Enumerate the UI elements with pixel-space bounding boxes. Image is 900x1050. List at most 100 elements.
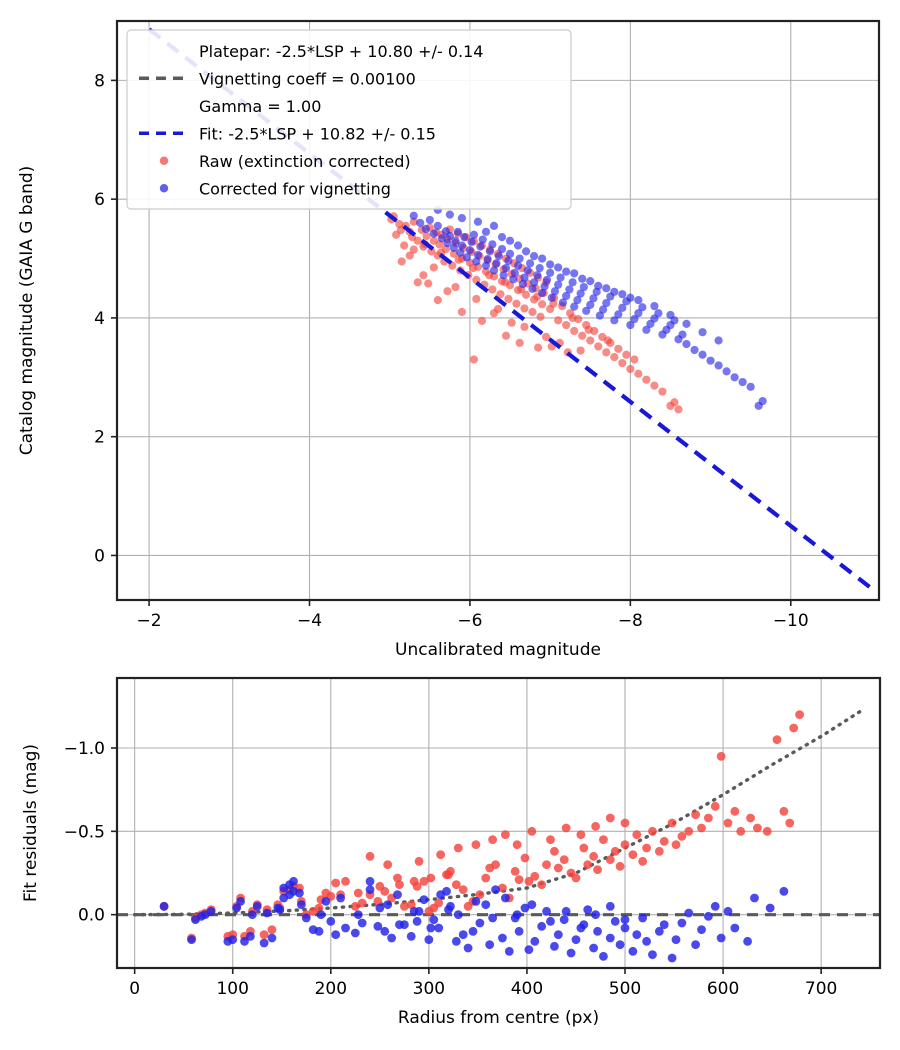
data-point: [365, 851, 375, 861]
legend-dot-marker: [159, 184, 169, 193]
data-point: [463, 943, 473, 953]
data-point: [620, 818, 630, 828]
data-point: [626, 293, 635, 302]
data-point: [650, 381, 659, 390]
x-tick-label: 400: [511, 979, 543, 999]
data-point: [505, 249, 515, 258]
data-point: [789, 723, 799, 733]
series-raw-extinction-corrected: [387, 212, 683, 414]
data-point: [599, 951, 608, 961]
data-point: [267, 933, 277, 943]
data-point: [316, 910, 326, 920]
data-point: [610, 916, 620, 926]
data-point: [650, 301, 659, 311]
data-point: [414, 856, 424, 866]
data-point: [534, 343, 543, 352]
data-point: [559, 855, 569, 865]
data-point: [530, 871, 540, 881]
data-point: [589, 294, 598, 303]
data-point: [618, 303, 627, 312]
data-point: [538, 288, 547, 298]
x-tick-label: −10: [773, 611, 809, 631]
data-point: [496, 290, 505, 299]
data-point: [493, 304, 503, 314]
data-point: [232, 903, 242, 913]
data-point: [405, 251, 414, 260]
data-point: [620, 923, 630, 933]
data-point: [626, 320, 635, 330]
data-point: [512, 910, 522, 920]
data-point: [380, 926, 390, 936]
data-point: [743, 936, 752, 946]
data-point: [554, 263, 563, 272]
data-point: [642, 843, 651, 853]
data-point: [542, 860, 551, 870]
data-point: [485, 247, 495, 256]
x-tick-label: −6: [457, 611, 482, 631]
data-point: [524, 876, 534, 886]
data-point: [690, 345, 699, 355]
data-point: [475, 918, 485, 928]
data-point: [457, 307, 467, 317]
data-point: [451, 282, 460, 292]
data-point: [473, 217, 483, 226]
data-point: [618, 290, 627, 299]
data-point: [638, 913, 648, 923]
data-point: [267, 925, 277, 935]
data-point: [498, 933, 507, 943]
data-point: [429, 263, 438, 272]
data-point: [434, 898, 444, 908]
data-point: [610, 287, 619, 296]
data-point: [671, 935, 681, 945]
data-point: [620, 840, 630, 850]
data-point: [562, 291, 571, 301]
data-point: [682, 339, 691, 349]
data-point: [395, 920, 404, 930]
data-point: [424, 935, 434, 945]
x-tick-label: −8: [618, 611, 643, 631]
data-point: [262, 908, 272, 918]
panel-0: −2 −4 −6 −8 −10 0 2 4 6 8 Uncalibrated magnitude Ca…: [17, 19, 881, 660]
data-point: [750, 893, 759, 903]
data-point: [684, 908, 694, 918]
data-point: [491, 860, 500, 870]
y-tick-label: 8: [94, 71, 105, 91]
data-point: [453, 227, 462, 236]
data-point: [187, 935, 196, 945]
data-point: [514, 875, 524, 885]
data-point: [245, 931, 255, 941]
data-point: [553, 863, 563, 873]
data-point: [667, 818, 677, 828]
data-point: [546, 835, 555, 845]
data-point: [413, 278, 422, 287]
data-point: [758, 396, 767, 406]
data-point: [471, 896, 481, 906]
data-point: [599, 835, 608, 845]
data-point: [550, 287, 560, 296]
legend: Platepar: -2.5*LSP + 10.80 +/- 0.14 Vigne…: [126, 29, 572, 210]
data-point: [642, 375, 651, 384]
data-point: [259, 938, 269, 948]
data-point: [436, 850, 446, 860]
data-point: [451, 236, 460, 245]
data-point: [412, 916, 422, 926]
data-point: [476, 242, 485, 251]
legend-label: Raw (extinction corrected): [199, 152, 411, 171]
data-point: [524, 945, 534, 955]
data-point: [500, 893, 510, 903]
data-point: [421, 224, 430, 233]
data-point: [475, 890, 485, 900]
data-point: [697, 925, 706, 935]
data-point: [481, 227, 491, 236]
data-point: [527, 826, 537, 836]
data-point: [515, 338, 524, 347]
data-point: [429, 229, 438, 238]
data-point: [383, 900, 393, 910]
data-point: [357, 898, 367, 908]
data-point: [406, 931, 416, 941]
vignetting-curve: [132, 709, 863, 917]
data-point: [602, 298, 611, 308]
data-point: [571, 935, 581, 945]
x-axis-label: Uncalibrated magnitude: [395, 640, 601, 660]
